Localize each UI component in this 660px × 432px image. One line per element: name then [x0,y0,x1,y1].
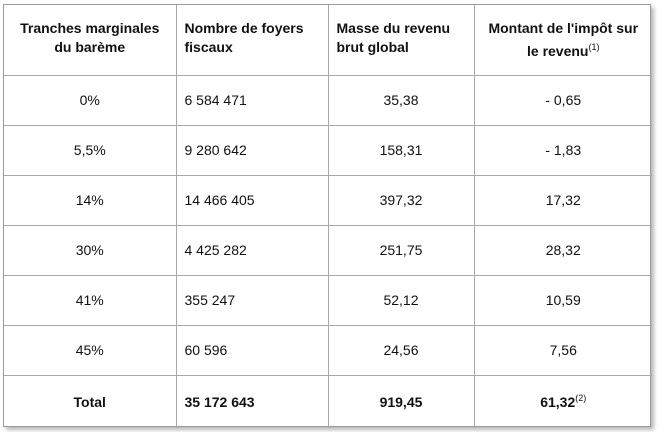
cell-foyers: 4 425 282 [175,224,329,276]
total-impot-value: 61,32 [540,394,576,411]
table-total-row: Total 35 172 643 919,45 61,32(2) [4,374,652,428]
header-masse: Masse du revenu brut global [327,5,475,76]
cell-impot: 7,56 [473,324,652,376]
cell-foyers: 355 247 [175,274,329,326]
table-row: 5,5% 9 280 642 158,31 - 1,83 [4,124,652,176]
header-tranches: Tranches marginales du barème [4,5,177,76]
cell-tranche: 0% [4,74,177,126]
header-foyers: Nombre de foyers fiscaux [175,5,329,76]
cell-tranche: 41% [4,274,177,326]
cell-masse: 158,31 [327,124,475,176]
cell-impot: - 1,83 [473,124,652,176]
table-header-row: Tranches marginales du barème Nombre de … [4,5,652,76]
header-impot: Montant de l'impôt sur le revenu(1) [473,5,652,76]
cell-impot: 28,32 [473,224,652,276]
cell-foyers: 6 584 471 [175,74,329,126]
total-impot-note: (2) [575,393,587,404]
cell-foyers: 9 280 642 [175,124,329,176]
cell-impot: 10,59 [473,274,652,326]
table-row: 41% 355 247 52,12 10,59 [4,274,652,326]
cell-foyers: 14 466 405 [175,174,329,226]
header-impot-note: (1) [588,42,600,52]
cell-masse: 397,32 [327,174,475,226]
cell-impot: 17,32 [473,174,652,226]
cell-masse: 251,75 [327,224,475,276]
total-foyers: 35 172 643 [175,374,329,428]
total-label: Total [4,374,177,428]
table-row: 0% 6 584 471 35,38 - 0,65 [4,74,652,126]
table-row: 30% 4 425 282 251,75 28,32 [4,224,652,276]
cell-impot: - 0,65 [473,74,652,126]
total-masse: 919,45 [327,374,475,428]
total-impot: 61,32(2) [473,374,652,428]
cell-masse: 24,56 [327,324,475,376]
cell-tranche: 5,5% [4,124,177,176]
header-impot-label: Montant de l'impôt sur le revenu [488,20,639,59]
tax-bracket-table: Tranches marginales du barème Nombre de … [4,5,652,428]
cell-masse: 52,12 [327,274,475,326]
table-row: 45% 60 596 24,56 7,56 [4,324,652,376]
cell-tranche: 14% [4,174,177,226]
table-row: 14% 14 466 405 397,32 17,32 [4,174,652,226]
cell-tranche: 45% [4,324,177,376]
cell-tranche: 30% [4,224,177,276]
tax-table-frame: Tranches marginales du barème Nombre de … [3,4,652,428]
cell-masse: 35,38 [327,74,475,126]
cell-foyers: 60 596 [175,324,329,376]
